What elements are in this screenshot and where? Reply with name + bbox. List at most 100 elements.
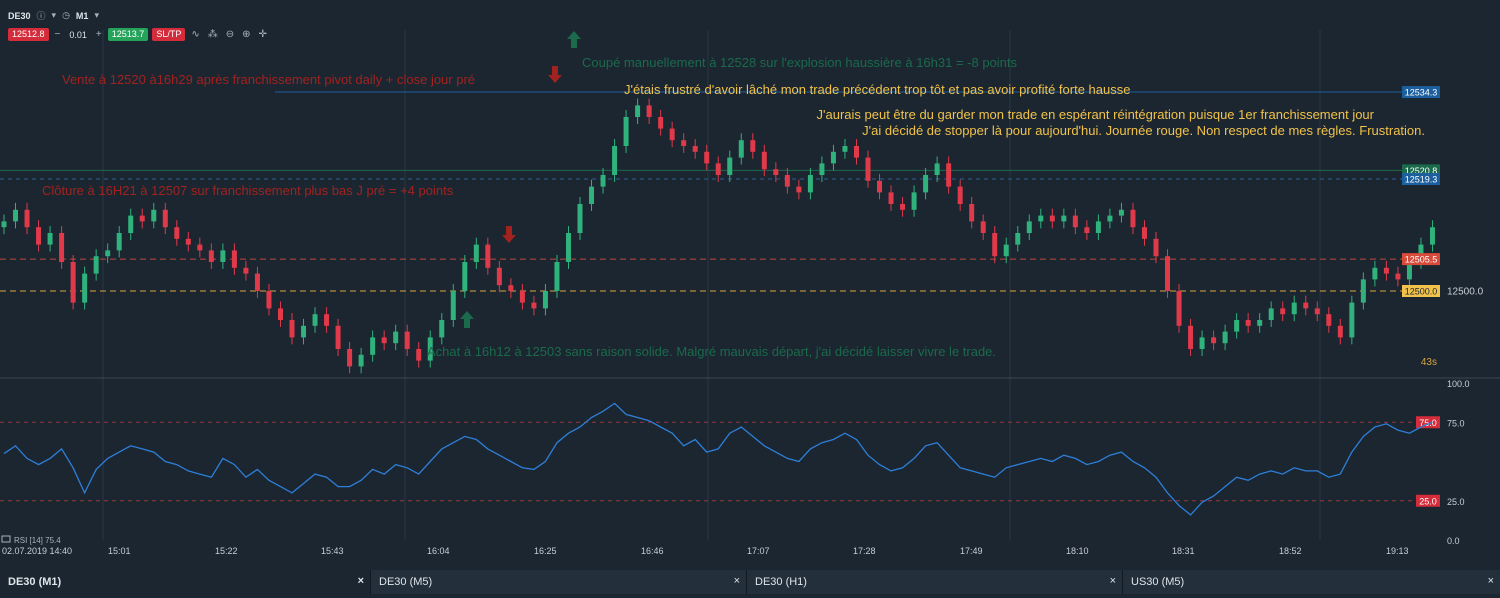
candle-body	[1314, 308, 1320, 315]
time-tick-label: 15:22	[215, 546, 238, 556]
tab-us30-m5[interactable]: US30 (M5) ×	[1122, 570, 1500, 594]
candle-body	[796, 186, 802, 193]
rsi-level-tag	[1416, 494, 1440, 507]
chevron-down-icon[interactable]: ▾	[51, 10, 57, 20]
symbol-label[interactable]: DE30	[8, 10, 31, 21]
rsi-level-tag	[1416, 416, 1440, 429]
tab-label: DE30 (H1)	[755, 576, 807, 588]
lot-size-input[interactable]: 0.01	[69, 29, 87, 40]
tab-de30-m5[interactable]: DE30 (M5) ×	[370, 570, 746, 594]
candle-body	[485, 244, 491, 268]
time-tick-label: 15:01	[108, 546, 131, 556]
indicator-icon	[1, 535, 11, 543]
price-chart[interactable]: Vente à 12520 à16h29 après franchissemen…	[0, 0, 1500, 568]
candle-body	[427, 337, 433, 361]
candle-body	[1326, 314, 1332, 326]
candle-body	[957, 186, 963, 204]
zoom-out-icon[interactable]: ⊖	[225, 29, 235, 40]
crosshair-icon[interactable]: ✛	[258, 29, 267, 40]
trade-row: 12512.8 − 0.01 + 12513.7 SL/TP ∿ ⁂ ⊖ ⊕ ✛	[8, 28, 269, 41]
trade-markers	[460, 31, 581, 328]
chart-type-icon[interactable]: ∿	[191, 29, 200, 40]
candle-body	[36, 227, 42, 245]
candle-body	[1061, 215, 1067, 222]
candle-body	[404, 331, 410, 349]
candle-body	[47, 233, 53, 245]
sell-button[interactable]: 12512.8	[8, 28, 49, 41]
candle-body	[819, 163, 825, 175]
candle-body	[1360, 279, 1366, 303]
rsi-level-label: 75.0	[1419, 418, 1437, 428]
candle-body	[1118, 209, 1124, 216]
rsi-axis-label: 100.0	[1447, 379, 1470, 389]
buy-button[interactable]: 12513.7	[107, 28, 149, 41]
lot-minus-button[interactable]: −	[54, 29, 61, 40]
candle-body	[24, 209, 30, 228]
candle-body	[220, 250, 226, 262]
price-tag-label: 12519.3	[1405, 175, 1438, 185]
candle-body	[911, 192, 917, 210]
info-icon[interactable]: ⓘ	[36, 11, 46, 21]
indicators-icon[interactable]: ⁂	[207, 29, 218, 40]
candle-body	[577, 204, 583, 233]
candle-body	[1015, 233, 1021, 245]
tab-de30-m1[interactable]: DE30 (M1) ×	[0, 570, 370, 594]
tab-label: DE30 (M1)	[8, 576, 62, 588]
time-tick-label: 16:25	[534, 546, 557, 556]
time-tick-label: 15:43	[321, 546, 344, 556]
candle-body	[681, 140, 687, 146]
candle-body	[1211, 337, 1217, 344]
tab-de30-h1[interactable]: DE30 (H1) ×	[746, 570, 1122, 594]
buy-arrow-icon	[460, 311, 474, 328]
candle-body	[589, 186, 595, 204]
close-icon[interactable]: ×	[1109, 575, 1116, 587]
candle-body	[1245, 320, 1251, 326]
annotation-text: J'étais frustré d'avoir lâché mon trade …	[624, 82, 1130, 97]
time-tick-label: 16:46	[641, 546, 664, 556]
candle-body	[289, 320, 295, 338]
candle-body	[128, 215, 134, 233]
candle-body	[82, 273, 88, 303]
candle-body	[1003, 244, 1009, 257]
candle-body	[508, 285, 514, 291]
timeframe-label[interactable]: M1	[75, 10, 89, 21]
time-tick-label: 16:04	[427, 546, 450, 556]
candle-body	[162, 209, 168, 228]
tab-label: DE30 (M5)	[379, 576, 433, 588]
candle-body	[1165, 256, 1171, 291]
candle-body	[93, 256, 99, 274]
candle-body	[554, 262, 560, 291]
sltp-button[interactable]: SL/TP	[152, 28, 186, 41]
rsi-panel: 75.0 25.0 100.0 0.0 75.0 25.0 RSI [14] 75.4	[0, 379, 1470, 546]
candle-body	[1199, 337, 1205, 349]
lot-plus-button[interactable]: +	[95, 29, 102, 40]
candles	[1, 98, 1435, 374]
candle-body	[1072, 215, 1078, 228]
close-short-arrow-icon	[567, 31, 581, 48]
tab-label: US30 (M5)	[1131, 576, 1185, 588]
candle-body	[1429, 227, 1435, 245]
annotations: Vente à 12520 à16h29 après franchissemen…	[42, 55, 1425, 359]
candle-body	[1084, 227, 1090, 233]
timeframe-chevron-icon[interactable]: ▾	[94, 10, 99, 20]
candle-body	[969, 204, 975, 222]
candle-body	[381, 337, 387, 344]
candle-body	[197, 244, 203, 251]
close-icon[interactable]: ×	[1487, 575, 1494, 587]
candle-body	[105, 250, 111, 257]
clock-icon[interactable]: ◷	[62, 10, 70, 20]
candle-body	[312, 314, 318, 326]
candle-body	[542, 291, 548, 309]
candle-body	[635, 105, 641, 117]
annotation-text: J'aurais peut être du garder mon trade e…	[817, 107, 1375, 122]
candle-body	[784, 175, 790, 187]
close-icon[interactable]: ×	[357, 575, 364, 587]
candle-body	[151, 209, 157, 222]
sell-arrow-icon	[548, 66, 562, 83]
zoom-in-icon[interactable]: ⊕	[242, 29, 251, 40]
candle-body	[450, 291, 456, 320]
candle-body	[565, 233, 571, 262]
candle-body	[1176, 291, 1182, 326]
close-icon[interactable]: ×	[733, 575, 740, 587]
annotation-text: J'ai décidé de stopper là pour aujourd'h…	[862, 123, 1425, 138]
